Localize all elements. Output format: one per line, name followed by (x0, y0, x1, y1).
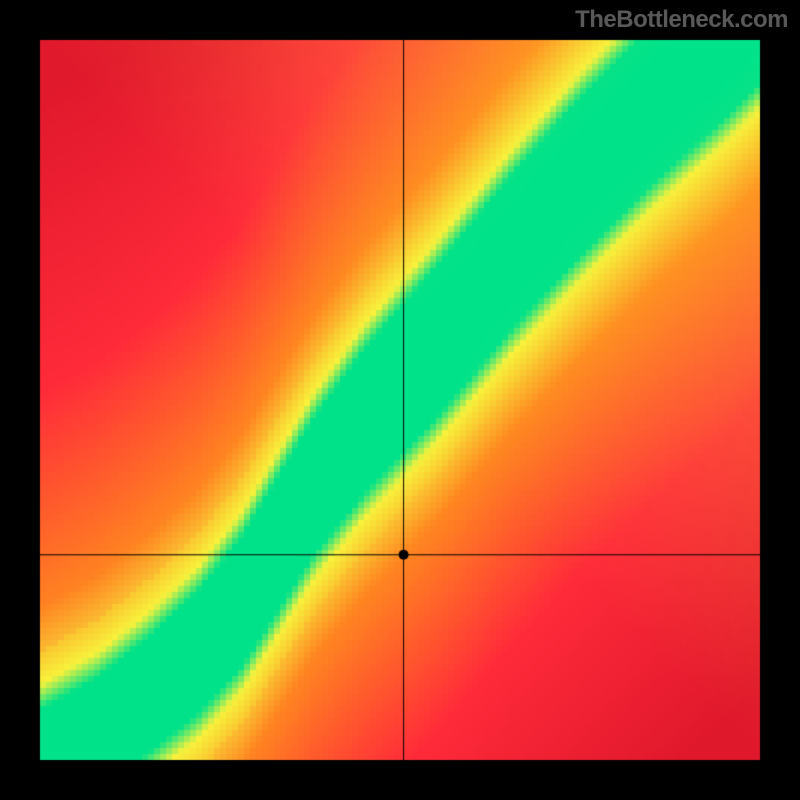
bottleneck-heatmap (0, 0, 800, 800)
watermark-text: TheBottleneck.com (575, 6, 788, 34)
